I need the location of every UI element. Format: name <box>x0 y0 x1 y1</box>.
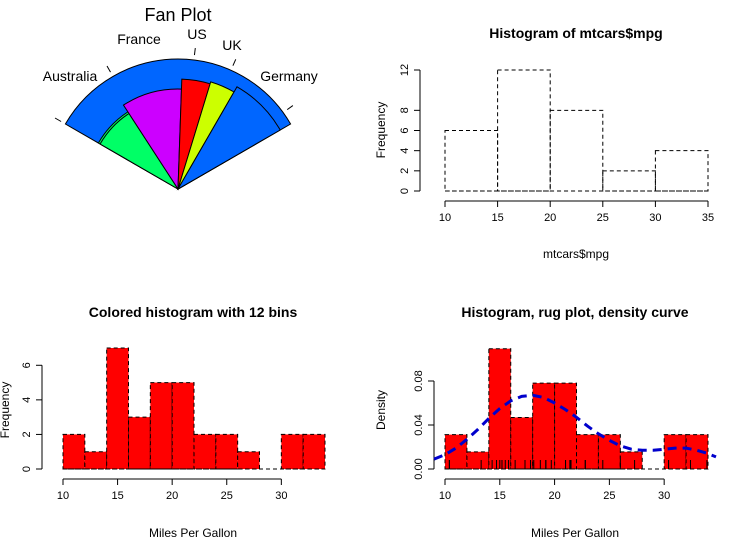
fan-label-australia: Australia <box>43 68 98 84</box>
histogram-bar <box>554 382 577 470</box>
x-tick-label: 20 <box>166 490 178 502</box>
colored-histogram-xlabel: Miles Per Gallon <box>149 526 237 540</box>
fan-label-leader <box>232 59 237 66</box>
fan-label-france: France <box>117 31 161 47</box>
histogram-mpg-title: Histogram of mtcars$mpg <box>489 25 662 41</box>
histogram-bar <box>597 434 621 470</box>
histogram-bar <box>466 451 490 470</box>
histogram-bar <box>302 433 326 470</box>
fan-label-uk: UK <box>222 37 242 53</box>
histogram-bar <box>149 382 173 470</box>
x-tick-label: 20 <box>544 212 556 224</box>
x-tick-label: 10 <box>57 490 69 502</box>
colored-histogram: Colored histogram with 12 bins Miles Per… <box>0 304 326 540</box>
histogram-bar <box>663 434 687 470</box>
x-tick-label: 30 <box>649 212 661 224</box>
y-tick-label: 4 <box>21 397 33 403</box>
y-tick-label: 12 <box>399 64 411 76</box>
histogram-bar <box>576 434 599 470</box>
x-tick-label: 15 <box>491 212 503 224</box>
y-tick-label: 2 <box>21 431 33 437</box>
fan-label-germany: Germany <box>260 68 318 84</box>
x-tick-label: 10 <box>439 490 451 502</box>
density-histogram-xlabel: Miles Per Gallon <box>531 526 619 540</box>
fan-plot: Fan Plot Australia France US UK Germany <box>43 5 318 191</box>
histogram-bar <box>237 451 261 470</box>
histogram-bar <box>497 69 551 192</box>
histogram-bar <box>654 150 709 192</box>
y-tick-label: 6 <box>21 362 33 368</box>
y-tick-label: 0.08 <box>413 370 425 391</box>
histogram-mpg: Histogram of mtcars$mpg mtcars$mpg Frequ… <box>374 25 714 261</box>
y-tick-label: 4 <box>399 148 411 154</box>
fan-label-leader <box>286 105 294 111</box>
x-tick-label: 20 <box>548 490 560 502</box>
colored-histogram-title: Colored histogram with 12 bins <box>89 304 298 320</box>
y-tick-label: 0 <box>399 188 411 194</box>
x-tick-label: 25 <box>597 212 609 224</box>
y-tick-label: 0.04 <box>413 414 425 435</box>
histogram-bar <box>549 109 604 192</box>
fan-label-us: US <box>187 26 206 42</box>
histogram-bar <box>193 433 217 470</box>
density-histogram-title: Histogram, rug plot, density curve <box>461 304 688 320</box>
histogram-bar <box>215 433 239 470</box>
fan-labels: Australia France US UK Germany <box>43 26 318 122</box>
y-tick-label: 0.00 <box>413 458 425 479</box>
histogram-bar <box>444 130 499 192</box>
fan-plot-title: Fan Plot <box>144 5 211 25</box>
density-curve <box>433 393 717 461</box>
x-tick-label: 35 <box>702 212 714 224</box>
x-tick-label: 30 <box>658 490 670 502</box>
density-histogram-ylabel: Density <box>374 390 388 430</box>
y-tick-label: 8 <box>399 107 411 113</box>
x-tick-label: 30 <box>275 490 287 502</box>
histogram-bar <box>510 416 534 470</box>
histogram-bar <box>619 451 643 470</box>
x-tick-label: 25 <box>603 490 615 502</box>
fan-layers <box>64 58 292 191</box>
histogram-mpg-xlabel: mtcars$mpg <box>543 247 609 261</box>
density-histogram: Histogram, rug plot, density curve Miles… <box>374 304 717 540</box>
histogram-bar <box>106 347 129 470</box>
histogram-bar <box>62 433 86 470</box>
colored-histogram-ylabel: Frequency <box>0 382 12 439</box>
histogram-bar <box>171 382 195 470</box>
histogram-mpg-ylabel: Frequency <box>374 102 388 159</box>
histogram-bar <box>602 170 656 192</box>
x-tick-label: 10 <box>439 212 451 224</box>
x-tick-label: 15 <box>494 490 506 502</box>
y-tick-label: 2 <box>399 168 411 174</box>
y-tick-label: 6 <box>399 127 411 133</box>
histogram-bar <box>84 451 108 470</box>
fan-label-leader <box>54 117 62 122</box>
x-tick-label: 15 <box>111 490 123 502</box>
fan-label-leader <box>106 65 111 73</box>
fan-wedge-germany <box>176 86 281 191</box>
histogram-bar <box>128 416 151 470</box>
fan-label-leader <box>193 47 196 56</box>
x-tick-label: 25 <box>221 490 233 502</box>
histogram-bar <box>280 433 304 470</box>
y-tick-label: 0 <box>21 466 33 472</box>
